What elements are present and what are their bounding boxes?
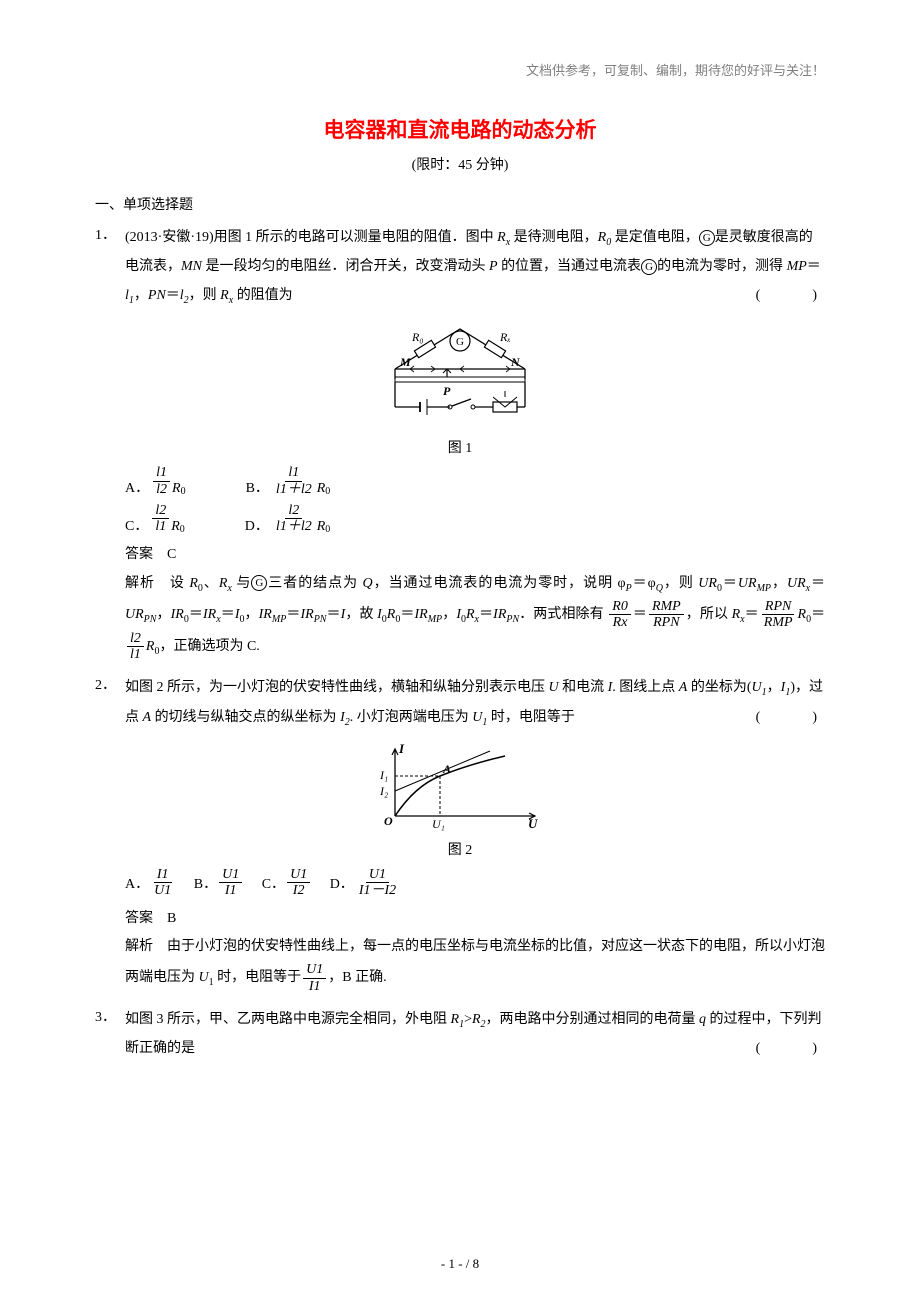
question-number: 2． — [95, 674, 125, 733]
galvanometer-icon: G — [251, 575, 267, 591]
svg-text:I: I — [398, 741, 405, 756]
question-2: 2． 如图 2 所示，为一小灯泡的伏安特性曲线，横轴和纵轴分别表示电压 U 和电… — [95, 674, 825, 994]
question-number: 3． — [95, 1006, 125, 1064]
svg-text:M: M — [399, 355, 411, 369]
galvanometer-icon: G — [641, 259, 657, 275]
question-text: 如图 2 所示，为一小灯泡的伏安特性曲线，横轴和纵轴分别表示电压 U 和电流 I… — [125, 674, 825, 733]
svg-text:N: N — [510, 355, 521, 369]
svg-text:U₁: U₁ — [432, 817, 445, 831]
question-text: 如图 3 所示，甲、乙两电路中电源完全相同，外电阻 R1>R2，两电路中分别通过… — [125, 1006, 825, 1064]
question-text: (2013·安徽·19)用图 1 所示的电路可以测量电阻的阻值．图中 Rx 是待… — [125, 224, 825, 311]
option-c: C．U1I2 — [262, 867, 312, 899]
answer-paren: ( ) — [756, 704, 825, 733]
answer-line: 答案 B — [125, 905, 825, 934]
answer-line: 答案 C — [125, 541, 825, 570]
galvanometer-icon: G — [699, 230, 715, 246]
figure-caption: 图 2 — [95, 839, 825, 859]
options-row: A．I1U1 B．U1I1 C．U1I2 D．U1I1－I2 — [125, 867, 825, 899]
answer-paren: ( ) — [756, 282, 825, 311]
svg-text:A: A — [442, 762, 451, 776]
section-header: 一、单项选择题 — [95, 194, 825, 214]
svg-text:I₁: I₁ — [379, 768, 388, 782]
svg-text:P: P — [443, 384, 451, 398]
figure-caption: 图 1 — [95, 437, 825, 457]
option-b: B．U1I1 — [194, 867, 244, 899]
figure-1: G R₀ Rₓ M N P 图 1 — [95, 319, 825, 457]
options-row-1: A． l1l2R0 B． l1l1＋l2R0 — [125, 465, 825, 497]
option-b: B． l1l1＋l2R0 — [246, 465, 331, 497]
explanation: 解析 设 R0、Rx 与G三者的结点为 Q，当通过电流表的电流为零时，说明 φP… — [125, 570, 825, 663]
question-3: 3． 如图 3 所示，甲、乙两电路中电源完全相同，外电阻 R1>R2，两电路中分… — [95, 1006, 825, 1064]
option-a: A． l1l2R0 — [125, 465, 186, 497]
option-d: D． l2l1＋l2R0 — [245, 503, 330, 535]
header-note: 文档供参考，可复制、编制，期待您的好评与关注！ — [95, 60, 825, 79]
options-row-2: C． l2l1R0 D． l2l1＋l2R0 — [125, 503, 825, 535]
svg-text:I₂: I₂ — [379, 784, 388, 798]
option-c: C． l2l1R0 — [125, 503, 185, 535]
answer-paren: ( ) — [756, 1035, 825, 1064]
question-1: 1． (2013·安徽·19)用图 1 所示的电路可以测量电阻的阻值．图中 Rx… — [95, 224, 825, 662]
option-d: D．U1I1－I2 — [330, 867, 401, 899]
svg-text:Rₓ: Rₓ — [499, 330, 511, 344]
svg-text:R₀: R₀ — [411, 330, 424, 344]
subtitle: (限时：45 分钟) — [95, 154, 825, 174]
option-a: A．I1U1 — [125, 867, 176, 899]
page-title: 电容器和直流电路的动态分析 — [95, 114, 825, 144]
svg-text:U: U — [528, 816, 538, 831]
svg-text:G: G — [456, 336, 464, 348]
page-footer: - 1 - / 8 — [0, 1256, 920, 1272]
figure-2: A I₁ I₂ O U₁ U I 图 2 — [95, 741, 825, 859]
question-number: 1． — [95, 224, 125, 311]
explanation: 解析 由于小灯泡的伏安特性曲线上，每一点的电压坐标与电流坐标的比值，对应这一状态… — [125, 933, 825, 993]
svg-text:O: O — [384, 814, 393, 828]
